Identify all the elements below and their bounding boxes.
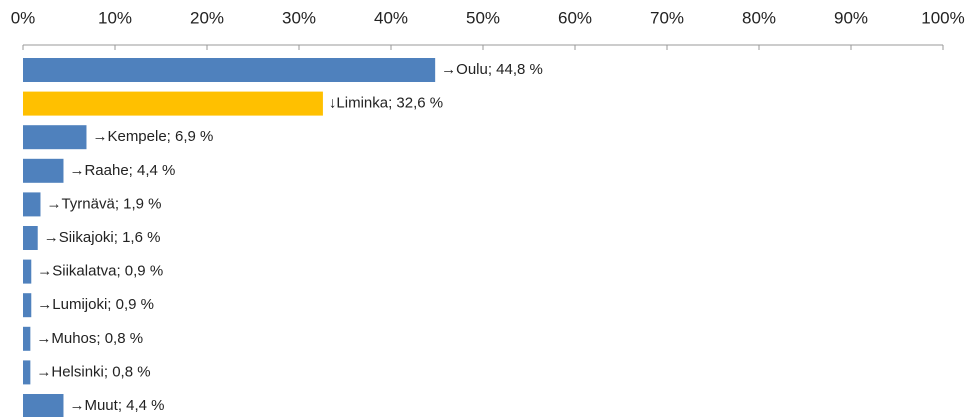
- data-label: →Muut; 4,4 %: [69, 397, 164, 414]
- data-label: →Oulu; 44,8 %: [441, 61, 543, 78]
- x-tick-label: 10%: [98, 8, 132, 27]
- bar: [23, 226, 38, 250]
- x-tick-label: 90%: [834, 8, 868, 27]
- data-label: →Muhos; 0,8 %: [36, 330, 143, 347]
- bar: [23, 158, 64, 183]
- data-label: →Kempele; 6,9 %: [92, 128, 213, 145]
- data-label: →Tyrnävä; 1,9 %: [46, 195, 161, 212]
- x-tick-label: 70%: [650, 8, 684, 27]
- data-label: →Lumijoki; 0,9 %: [37, 296, 154, 313]
- bar: [23, 293, 32, 318]
- x-tick-label: 20%: [190, 8, 224, 27]
- data-label: →Helsinki; 0,8 %: [36, 363, 150, 380]
- x-tick-label: 50%: [466, 8, 500, 27]
- bar: [23, 326, 31, 351]
- x-tick-label: 0%: [11, 8, 36, 27]
- bar: [23, 192, 41, 217]
- data-label: ↓Liminka; 32,6 %: [329, 95, 443, 112]
- bar: [23, 125, 87, 150]
- data-label: →Raahe; 4,4 %: [69, 162, 175, 179]
- x-tick-label: 40%: [374, 8, 408, 27]
- bar: [23, 394, 64, 417]
- data-label: →Siikalatva; 0,9 %: [37, 263, 163, 280]
- bar: [23, 360, 31, 385]
- x-tick-label: 30%: [282, 8, 316, 27]
- x-tick-label: 100%: [921, 8, 964, 27]
- x-tick-label: 80%: [742, 8, 776, 27]
- bar: [23, 91, 323, 116]
- bar: [23, 259, 32, 284]
- x-tick-label: 60%: [558, 8, 592, 27]
- data-label: →Siikajoki; 1,6 %: [44, 229, 161, 246]
- bar: [23, 58, 436, 82]
